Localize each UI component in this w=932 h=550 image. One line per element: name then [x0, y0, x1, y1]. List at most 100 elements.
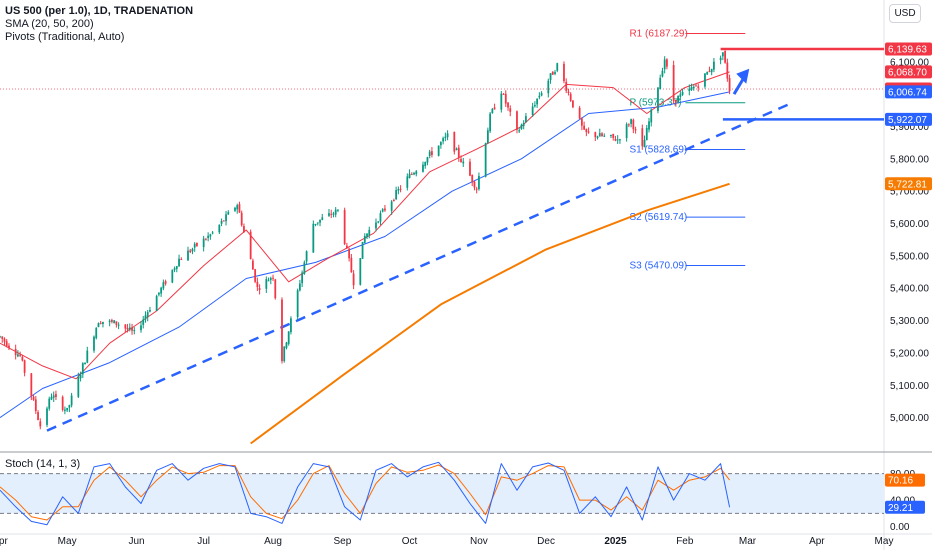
price-tick-label: 5,200.00 — [890, 348, 929, 359]
candle-body — [413, 173, 415, 175]
candle-body — [140, 325, 142, 331]
candle-body — [663, 59, 666, 70]
candle-body — [601, 133, 603, 137]
candle-body — [563, 63, 565, 82]
candle-body — [478, 175, 480, 190]
legend-pivots: Pivots (Traditional, Auto) — [5, 31, 125, 43]
candle-body — [84, 362, 86, 365]
candle-body — [390, 201, 393, 211]
candle-body — [269, 278, 272, 280]
time-tick-label: Dec — [537, 536, 555, 547]
price-label-bg — [885, 65, 932, 79]
candle-body — [321, 217, 324, 220]
price-label: 6,006.74 — [888, 87, 927, 98]
candle-body — [189, 250, 192, 253]
stoch-value-label: 29.21 — [888, 503, 913, 514]
candle-body — [410, 173, 413, 175]
candle-body — [267, 280, 270, 282]
price-label: 5,722.81 — [888, 179, 927, 190]
candle-body — [408, 173, 411, 178]
candle-body — [580, 118, 583, 126]
candle-body — [343, 210, 346, 245]
candle-body — [48, 398, 51, 409]
candle-body — [520, 124, 523, 130]
candle-body — [610, 134, 612, 136]
candle-body — [489, 113, 492, 132]
sma20-line — [0, 71, 730, 380]
price-label: 6,139.63 — [888, 44, 927, 55]
candle-body — [155, 296, 158, 311]
candle-body — [178, 258, 180, 267]
candle-body — [677, 95, 680, 104]
candle-body — [585, 128, 588, 133]
sma200-line — [250, 182, 730, 445]
candle-body — [603, 135, 606, 137]
time-tick-label: Feb — [676, 536, 694, 547]
candle-body — [32, 396, 35, 400]
candle-body — [473, 181, 476, 188]
candle-body — [375, 222, 377, 229]
candle-body — [439, 142, 442, 146]
candle-body — [164, 281, 167, 284]
candle-body — [319, 219, 321, 223]
candle-body — [368, 229, 371, 236]
candle-body — [578, 107, 581, 119]
candle-body — [220, 220, 223, 224]
candle-body — [666, 59, 668, 67]
currency-button[interactable]: USD — [889, 4, 921, 23]
price-tick-label: 6,100.00 — [890, 57, 929, 68]
candle-body — [484, 143, 487, 177]
price-tick-label: 5,400.00 — [890, 284, 929, 295]
candle-body — [721, 52, 724, 57]
candle-body — [34, 399, 37, 411]
candle-body — [556, 63, 559, 71]
candle-body — [681, 91, 684, 95]
candle-body — [142, 319, 145, 325]
candle-body — [180, 259, 183, 261]
candle-body — [334, 209, 337, 215]
candle-body — [455, 148, 458, 151]
candle-body — [619, 139, 621, 141]
candle-body — [0, 336, 1, 338]
candle-body — [399, 188, 402, 190]
price-label-bg — [885, 42, 932, 56]
candle-body — [486, 130, 489, 144]
candle-body — [648, 121, 650, 130]
candle-body — [598, 133, 601, 137]
candle-body — [8, 345, 10, 348]
candle-body — [93, 336, 95, 351]
candle-body — [594, 132, 597, 138]
candle-body — [157, 292, 160, 295]
candle-body — [249, 231, 252, 260]
candle-body — [406, 176, 409, 188]
candle-body — [616, 139, 619, 141]
candle-body — [234, 207, 236, 211]
pivot-label: S2 (5619.74) — [629, 212, 687, 223]
candle-body — [469, 161, 471, 176]
candle-body — [312, 223, 315, 253]
candle-body — [536, 98, 539, 105]
candle-body — [39, 421, 42, 427]
candle-body — [227, 212, 230, 215]
candle-body — [162, 282, 165, 289]
candle-body — [66, 407, 69, 411]
candle-body — [254, 269, 257, 282]
candle-body — [115, 321, 118, 325]
time-tick-label: 2025 — [604, 536, 627, 547]
candle-body — [704, 73, 706, 87]
candle-body — [415, 171, 418, 175]
legend-sma: SMA (20, 50, 200) — [5, 18, 94, 30]
candle-body — [516, 111, 518, 130]
candle-body — [695, 85, 697, 87]
candle-body — [377, 221, 380, 223]
candle-body — [688, 88, 691, 91]
candle-body — [5, 341, 8, 347]
candle-body — [258, 288, 261, 290]
candle-body — [392, 200, 395, 202]
stoch-band — [0, 473, 884, 514]
candle-body — [507, 102, 509, 108]
candle-body — [422, 164, 424, 172]
price-tick-label: 5,300.00 — [890, 316, 929, 327]
candle-body — [724, 51, 727, 63]
